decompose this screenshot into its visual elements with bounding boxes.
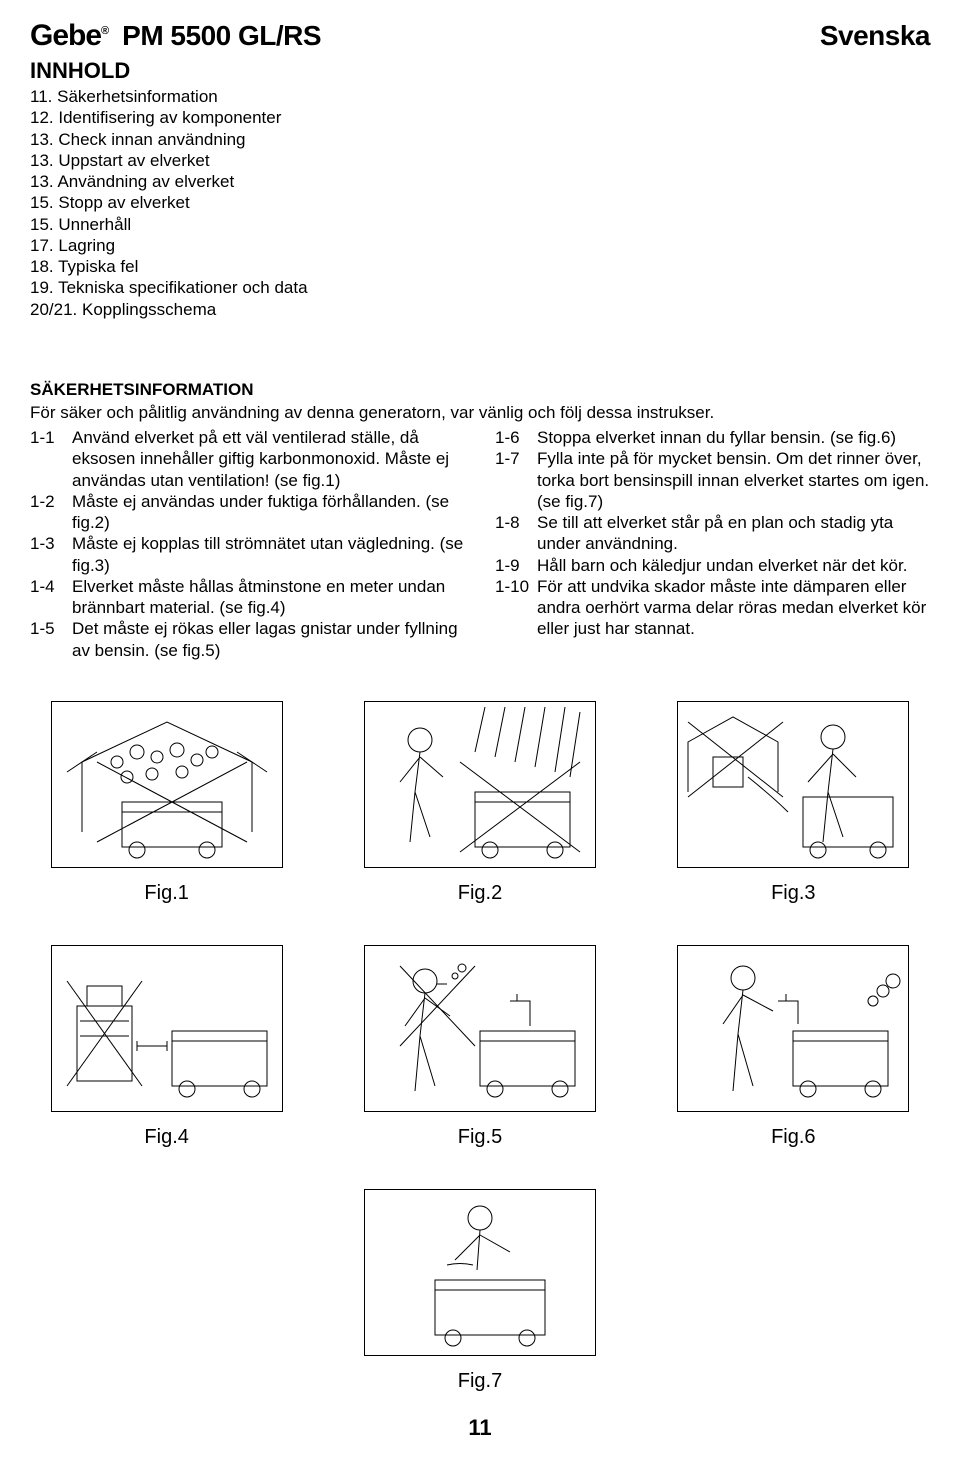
left-column: 1-1Använd elverket på ett väl ventilerad… — [30, 427, 465, 661]
safety-item: 1-2Måste ej användas under fuktiga förhå… — [30, 491, 465, 534]
toc-item: 18. Typiska fel — [30, 256, 930, 277]
fig7-sketch-icon — [365, 1190, 595, 1355]
toc-item: 12. Identifisering av komponenter — [30, 107, 930, 128]
figure-6-illustration — [677, 945, 909, 1112]
figure-caption: Fig.7 — [458, 1370, 502, 1393]
figure-caption: Fig.1 — [144, 882, 188, 905]
manual-page: Gebe® PM 5500 GL/RS Svenska INNHOLD 11. … — [0, 0, 960, 1461]
figure-7-illustration — [364, 1189, 596, 1356]
toc-item: 11. Säkerhetsinformation — [30, 86, 930, 107]
figure-6: Fig.6 — [657, 945, 930, 1149]
fig4-sketch-icon — [52, 946, 282, 1111]
fig2-sketch-icon — [365, 702, 595, 867]
toc-item: 13. Uppstart av elverket — [30, 150, 930, 171]
safety-item: 1-6Stoppa elverket innan du fyllar bensi… — [495, 427, 930, 448]
brand-logo: Gebe® — [30, 21, 108, 51]
figure-caption: Fig.5 — [458, 1126, 502, 1149]
safety-item: 1-8Se till att elverket står på en plan … — [495, 512, 930, 555]
section-intro: För säker och pålitlig användning av den… — [30, 402, 930, 423]
figure-caption: Fig.4 — [144, 1126, 188, 1149]
fig1-sketch-icon — [52, 702, 282, 867]
safety-item: 1-10För att undvika skador måste inte dä… — [495, 576, 930, 640]
figure-4: Fig.4 — [30, 945, 303, 1149]
figure-5: Fig.5 — [343, 945, 616, 1149]
figure-3: Fig.3 — [657, 701, 930, 905]
safety-item: 1-7Fylla inte på för mycket bensin. Om d… — [495, 448, 930, 512]
figure-1-illustration — [51, 701, 283, 868]
page-number: 11 — [30, 1415, 930, 1441]
safety-item: 1-3Måste ej kopplas till strömnätet utan… — [30, 533, 465, 576]
toc-item: 19. Tekniska specifikationer och data — [30, 277, 930, 298]
figure-row-3: Fig.7 — [30, 1189, 930, 1393]
toc-item: 15. Unnerhåll — [30, 214, 930, 235]
toc-item: 17. Lagring — [30, 235, 930, 256]
section-title: SÄKERHETSINFORMATION — [30, 380, 930, 400]
right-column: 1-6Stoppa elverket innan du fyllar bensi… — [495, 427, 930, 661]
figure-5-illustration — [364, 945, 596, 1112]
table-of-contents: 11. Säkerhetsinformation 12. Identifiser… — [30, 86, 930, 320]
figure-7: Fig.7 — [364, 1189, 596, 1393]
brand-name: Gebe — [30, 19, 101, 52]
toc-item: 13. Användning av elverket — [30, 171, 930, 192]
figure-2: Fig.2 — [343, 701, 616, 905]
figure-1: Fig.1 — [30, 701, 303, 905]
toc-item: 13. Check innan användning — [30, 129, 930, 150]
safety-items-columns: 1-1Använd elverket på ett väl ventilerad… — [30, 427, 930, 661]
figure-caption: Fig.2 — [458, 882, 502, 905]
fig3-sketch-icon — [678, 702, 908, 867]
figure-4-illustration — [51, 945, 283, 1112]
toc-title: INNHOLD — [30, 58, 930, 84]
fig6-sketch-icon — [678, 946, 908, 1111]
safety-item: 1-9Håll barn och käledjur undan elverket… — [495, 555, 930, 576]
toc-item: 20/21. Kopplingsschema — [30, 299, 930, 320]
model-number: PM 5500 GL/RS — [122, 20, 321, 52]
figure-caption: Fig.6 — [771, 1126, 815, 1149]
language-label: Svenska — [820, 20, 930, 52]
figure-3-illustration — [677, 701, 909, 868]
registered-mark: ® — [101, 25, 108, 37]
toc-item: 15. Stopp av elverket — [30, 192, 930, 213]
figure-caption: Fig.3 — [771, 882, 815, 905]
safety-item: 1-5Det måste ej rökas eller lagas gnista… — [30, 618, 465, 661]
fig5-sketch-icon — [365, 946, 595, 1111]
safety-item: 1-4Elverket måste hållas åtminstone en m… — [30, 576, 465, 619]
page-header: Gebe® PM 5500 GL/RS Svenska — [30, 20, 930, 52]
figure-row-1: Fig.1 Fig.2 — [30, 701, 930, 905]
safety-item: 1-1Använd elverket på ett väl ventilerad… — [30, 427, 465, 491]
figure-row-2: Fig.4 Fig.5 — [30, 945, 930, 1149]
header-left: Gebe® PM 5500 GL/RS — [30, 20, 321, 52]
figure-2-illustration — [364, 701, 596, 868]
